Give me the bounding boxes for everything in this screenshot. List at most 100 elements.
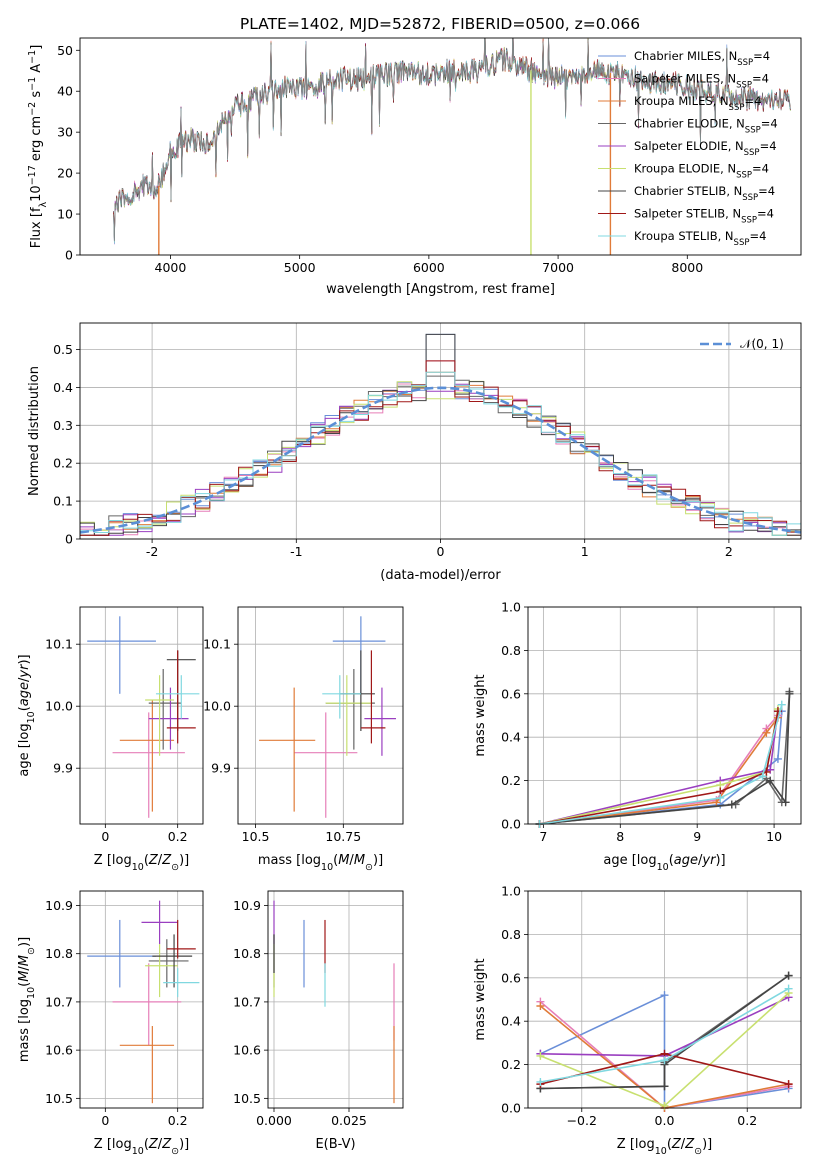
weight-marker-chabrier_stelib — [766, 776, 775, 785]
errorbars — [259, 616, 396, 818]
residuals-xlabel: (data-model)/error — [380, 568, 501, 583]
legend-label-salpeter_stelib: Salpeter STELIB, NSSP=4 — [634, 207, 774, 226]
x-tick-label: 0 — [101, 829, 109, 844]
errorbars — [87, 616, 200, 818]
residuals-ylabel: Normed distribution — [27, 366, 42, 496]
x-tick-label: 9 — [693, 829, 701, 844]
histogram-lines — [80, 333, 801, 536]
y-tick-label: 0 — [65, 532, 73, 547]
weight-marker-chabrier_stelib — [785, 689, 794, 698]
y-tick-label: 0.4 — [501, 730, 521, 745]
weight-lines — [536, 971, 793, 1112]
x-tick-label: 0 — [101, 1113, 109, 1128]
y-tick-label: 10.7 — [233, 994, 261, 1009]
errorbars — [87, 900, 200, 1104]
x-tick-label: 6000 — [413, 260, 445, 275]
weight-marker-kroupa_elodie — [660, 1101, 669, 1110]
weight-series-chabrier_stelib — [539, 693, 791, 825]
axes-frame — [237, 606, 404, 825]
x-tick-label: 0.2 — [168, 829, 188, 844]
x-tick-label: 0.0 — [655, 1113, 675, 1128]
mass_weight_vs_age-xlabel: age [log10(age/yr)] — [603, 853, 725, 873]
weight-marker-chabrier_miles — [773, 754, 782, 763]
weight-marker-kroupa_miles — [712, 798, 721, 807]
weight-marker-kroupa_miles — [536, 1002, 545, 1011]
y-tick-label: 0.4 — [501, 1014, 521, 1029]
axes-frame — [267, 890, 404, 1109]
weight-marker-chabrier_miles — [660, 991, 669, 1000]
y-tick-label: 0.2 — [53, 456, 73, 471]
weight-marker-kroupa_elodie — [536, 1051, 545, 1060]
legend-label-chabrier_elodie: Chabrier ELODIE, NSSP=4 — [634, 117, 778, 136]
weight-marker-kroupa_stelib — [758, 772, 767, 781]
y-tick-label: 0.8 — [501, 927, 521, 942]
weight-marker-chabrier_stelib — [784, 971, 793, 980]
y-tick-label: 20 — [57, 166, 73, 181]
x-tick-label: 8 — [616, 829, 624, 844]
legend-label-salpeter_miles: Salpeter MILES, NSSP=4 — [634, 72, 769, 91]
y-tick-label: 0.0 — [501, 1101, 521, 1116]
x-tick-label: 2 — [725, 544, 733, 559]
x-tick-label: 0.2 — [737, 1113, 757, 1128]
y-tick-label: 10.6 — [45, 1043, 73, 1058]
y-tick-label: 10 — [57, 207, 73, 222]
legend-label-chabrier_miles: Chabrier MILES, NSSP=4 — [634, 49, 770, 68]
weight-marker-kroupa_stelib — [536, 1077, 545, 1086]
x-tick-label: 7 — [539, 829, 547, 844]
spectrum-panel: 4000 5000 6000 7000 8000 0 10 20 30 40 50 Chabrier … — [27, 37, 802, 297]
x-tick-label: 10.75 — [325, 829, 361, 844]
weight-marker-kroupa_miles — [762, 728, 771, 737]
x-tick-label: 10 — [766, 829, 782, 844]
mass-vs-ebv-panel: 0.000 0.025 10.5 10.6 10.7 10.8 10.9 E(B-V) — [233, 890, 404, 1152]
x-tick-label: −0.2 — [567, 1113, 597, 1128]
x-tick-label: 0.000 — [256, 1113, 292, 1128]
y-tick-label: 0.2 — [501, 1057, 521, 1072]
x-tick-label: 0.025 — [331, 1113, 367, 1128]
mass-vs-metallicity-panel: 0 0.2 10.5 10.6 10.7 10.8 10.9 Z [log10(Z/Z⊙)] m… — [17, 890, 204, 1157]
weight-marker-chabrier_stelib — [660, 1082, 669, 1091]
y-tick-label: 40 — [57, 84, 73, 99]
y-tick-label: 0 — [65, 248, 73, 263]
x-tick-label: 4000 — [155, 260, 187, 275]
y-tick-label: 10.7 — [45, 994, 73, 1009]
y-tick-label: 9.9 — [53, 761, 73, 776]
spectrum-xlabel: wavelength [Angstrom, rest frame] — [326, 282, 555, 297]
age-vs-mass-panel: 10.5 10.75 9.9 10.0 10.1 mass [log10(M/M⊙)] — [203, 606, 404, 873]
weight-series-salpeter_elodie — [539, 711, 779, 825]
y-tick-label: 10.8 — [233, 946, 261, 961]
y-tick-label: 10.9 — [45, 898, 73, 913]
legend-label-kroupa_miles: Kroupa MILES, NSSP=4 — [634, 94, 761, 113]
y-tick-label: 0.1 — [53, 494, 73, 509]
y-tick-label: 9.9 — [211, 761, 231, 776]
weight-marker-chabrier_stelib — [727, 800, 736, 809]
gaussian-curve — [80, 386, 801, 534]
legend-label-salpeter_elodie: Salpeter ELODIE, NSSP=4 — [634, 139, 777, 158]
x-tick-label: -2 — [146, 544, 158, 559]
y-tick-label: 0.3 — [53, 418, 73, 433]
mass-weight-vs-metallicity-panel: −0.2 0.0 0.2 0.0 0.2 0.4 0.6 0.8 1.0 Z [log10(Z/Z… — [473, 884, 802, 1157]
weight-marker-salpeter_stelib — [784, 1080, 793, 1089]
y-tick-label: 0.0 — [501, 817, 521, 832]
legend-label-chabrier_stelib: Chabrier STELIB, NSSP=4 — [634, 184, 775, 203]
x-tick-label: 8000 — [671, 260, 703, 275]
axes-frame — [79, 890, 204, 1109]
axes-frame — [527, 890, 802, 1109]
x-tick-label: -1 — [290, 544, 302, 559]
y-tick-label: 1.0 — [501, 600, 521, 615]
mass_vs_z-xlabel: Z [log10(Z/Z⊙)] — [94, 1137, 189, 1157]
figure-title: PLATE=1402, MJD=52872, FIBERID=0500, z=0… — [240, 15, 640, 33]
y-tick-label: 50 — [57, 43, 73, 58]
axes-frame — [527, 606, 802, 825]
y-tick-label: 10.0 — [203, 699, 231, 714]
weight-marker-kroupa_stelib — [660, 1056, 669, 1065]
histogram-series-salpeter_stelib — [80, 360, 801, 536]
x-tick-label: 10.5 — [242, 829, 270, 844]
x-tick-label: 1 — [581, 544, 589, 559]
x-tick-label: 0.2 — [168, 1113, 188, 1128]
errorbars — [273, 900, 395, 1104]
legend-label-kroupa_stelib: Kroupa STELIB, NSSP=4 — [634, 229, 766, 248]
weight-marker-chabrier_stelib — [781, 798, 790, 807]
weight-series-kroupa_miles — [539, 717, 779, 825]
axes-frame — [79, 606, 204, 825]
